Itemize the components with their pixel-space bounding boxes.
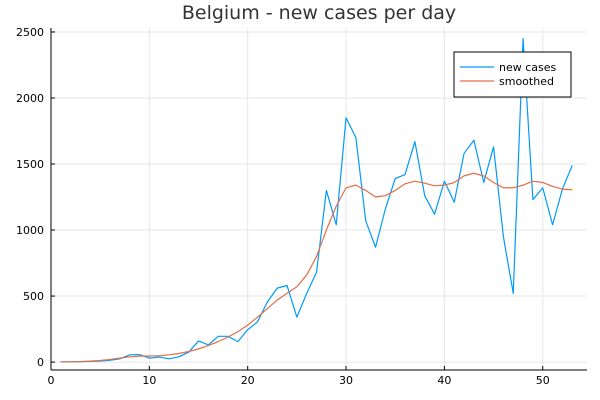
y-tick-label: 2500 bbox=[16, 26, 44, 39]
grid bbox=[50, 28, 587, 370]
legend-label-smoothed: smoothed bbox=[499, 75, 554, 88]
x-tick-label: 50 bbox=[536, 374, 550, 387]
series-layer bbox=[60, 37, 573, 363]
series-line-smoothed bbox=[60, 172, 573, 363]
x-tick-label: 20 bbox=[241, 374, 255, 387]
x-tick-label: 10 bbox=[142, 374, 156, 387]
x-tick-label: 0 bbox=[48, 374, 55, 387]
y-tick-label: 1000 bbox=[16, 224, 44, 237]
series-line-new-cases bbox=[60, 37, 573, 363]
chart-title: Belgium - new cases per day bbox=[182, 2, 456, 24]
y-tick-label: 2000 bbox=[16, 92, 44, 105]
y-tick-label: 1500 bbox=[16, 158, 44, 171]
x-tick-label: 30 bbox=[339, 374, 353, 387]
y-tick-label: 500 bbox=[23, 290, 44, 303]
legend-label-new-cases: new cases bbox=[499, 61, 557, 74]
y-tick-label: 0 bbox=[37, 356, 44, 369]
x-tick-label: 40 bbox=[437, 374, 451, 387]
legend: new cases smoothed bbox=[453, 51, 572, 98]
legend-box bbox=[453, 51, 572, 98]
